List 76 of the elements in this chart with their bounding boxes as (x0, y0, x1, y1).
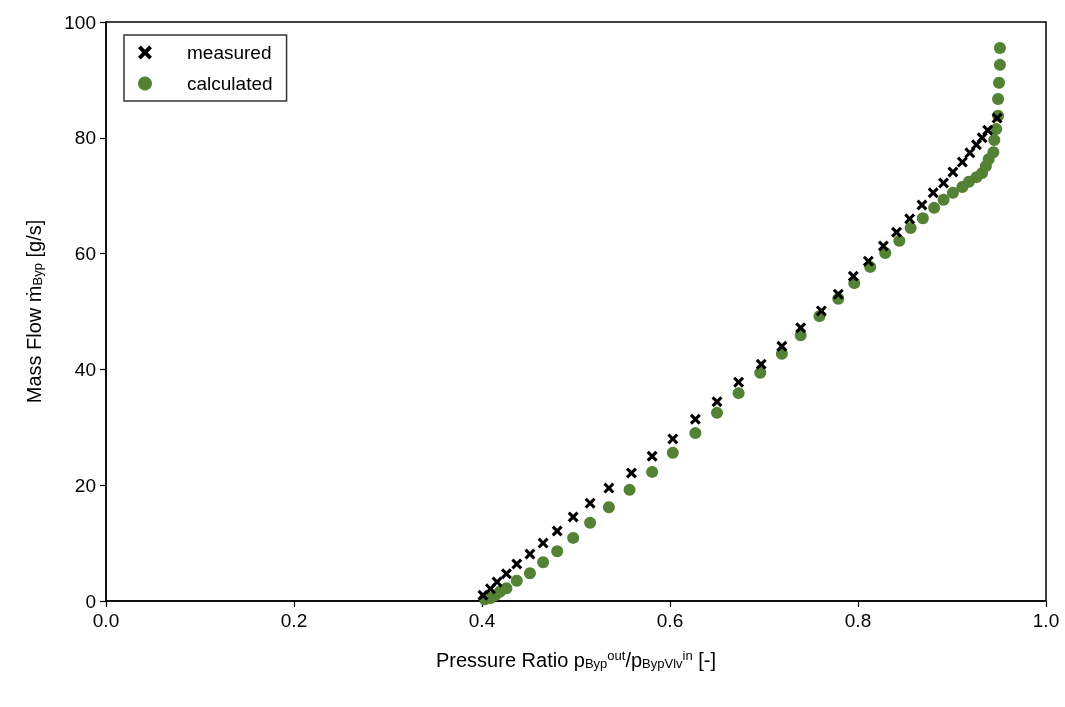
point (689, 413, 701, 425)
point (523, 567, 536, 580)
y-tick-label: 60 (74, 243, 96, 265)
point (795, 322, 807, 334)
point (904, 213, 916, 225)
point (938, 177, 950, 189)
point (625, 467, 637, 479)
point (928, 201, 941, 214)
point (904, 222, 917, 235)
point (992, 93, 1005, 105)
point (893, 234, 906, 247)
point (584, 516, 597, 529)
x-tick-label: 0.2 (280, 610, 308, 631)
point (491, 576, 503, 588)
y-tick-label: 0 (85, 590, 96, 612)
point (732, 387, 745, 400)
point (982, 124, 994, 136)
x-tick-label: 1.0 (1032, 610, 1060, 631)
point (551, 545, 564, 558)
point (567, 531, 580, 544)
x-tick-label: 0.6 (656, 610, 684, 631)
point (862, 255, 874, 267)
point (500, 568, 512, 580)
point (646, 465, 659, 478)
x-tick-label: 0.0 (92, 610, 120, 631)
point (511, 558, 523, 570)
point (646, 450, 658, 462)
point (733, 376, 745, 388)
point (537, 537, 549, 549)
legend-label: measured (187, 42, 272, 63)
point (667, 433, 679, 445)
point (916, 199, 928, 211)
point (916, 212, 929, 225)
point (988, 134, 1001, 147)
y-axis-title: Mass Flow ṁByp [g/s] (22, 219, 45, 404)
point (956, 156, 968, 168)
point (993, 76, 1005, 89)
x-tick-label: 0.8 (844, 610, 872, 631)
point (947, 166, 959, 178)
point (711, 396, 723, 408)
point (891, 226, 903, 238)
point (927, 187, 939, 199)
point (946, 186, 959, 199)
y-tick-label: 100 (64, 11, 96, 33)
point (990, 123, 1003, 136)
point (500, 582, 513, 595)
point (937, 193, 950, 206)
y-tick-label: 40 (74, 358, 96, 380)
point (877, 240, 889, 252)
y-tick-label: 80 (74, 127, 96, 149)
point (537, 556, 550, 569)
point (567, 511, 579, 523)
point (689, 427, 702, 440)
point (602, 501, 615, 514)
y-tick-label: 20 (74, 474, 96, 496)
point (993, 42, 1006, 55)
point (776, 340, 788, 352)
point (711, 406, 723, 419)
point (987, 146, 1000, 159)
point (754, 366, 767, 379)
point (551, 525, 563, 537)
point (815, 305, 827, 317)
point (993, 58, 1006, 71)
point (832, 288, 844, 300)
point (623, 483, 636, 496)
point (755, 358, 767, 370)
point (584, 497, 596, 509)
x-tick-label: 0.4 (468, 610, 496, 631)
point (524, 548, 536, 560)
point (510, 574, 523, 587)
point (666, 446, 679, 459)
point (477, 589, 489, 601)
point (964, 147, 976, 159)
point (603, 482, 615, 494)
point (847, 270, 859, 282)
legend-label: calculated (187, 73, 273, 94)
